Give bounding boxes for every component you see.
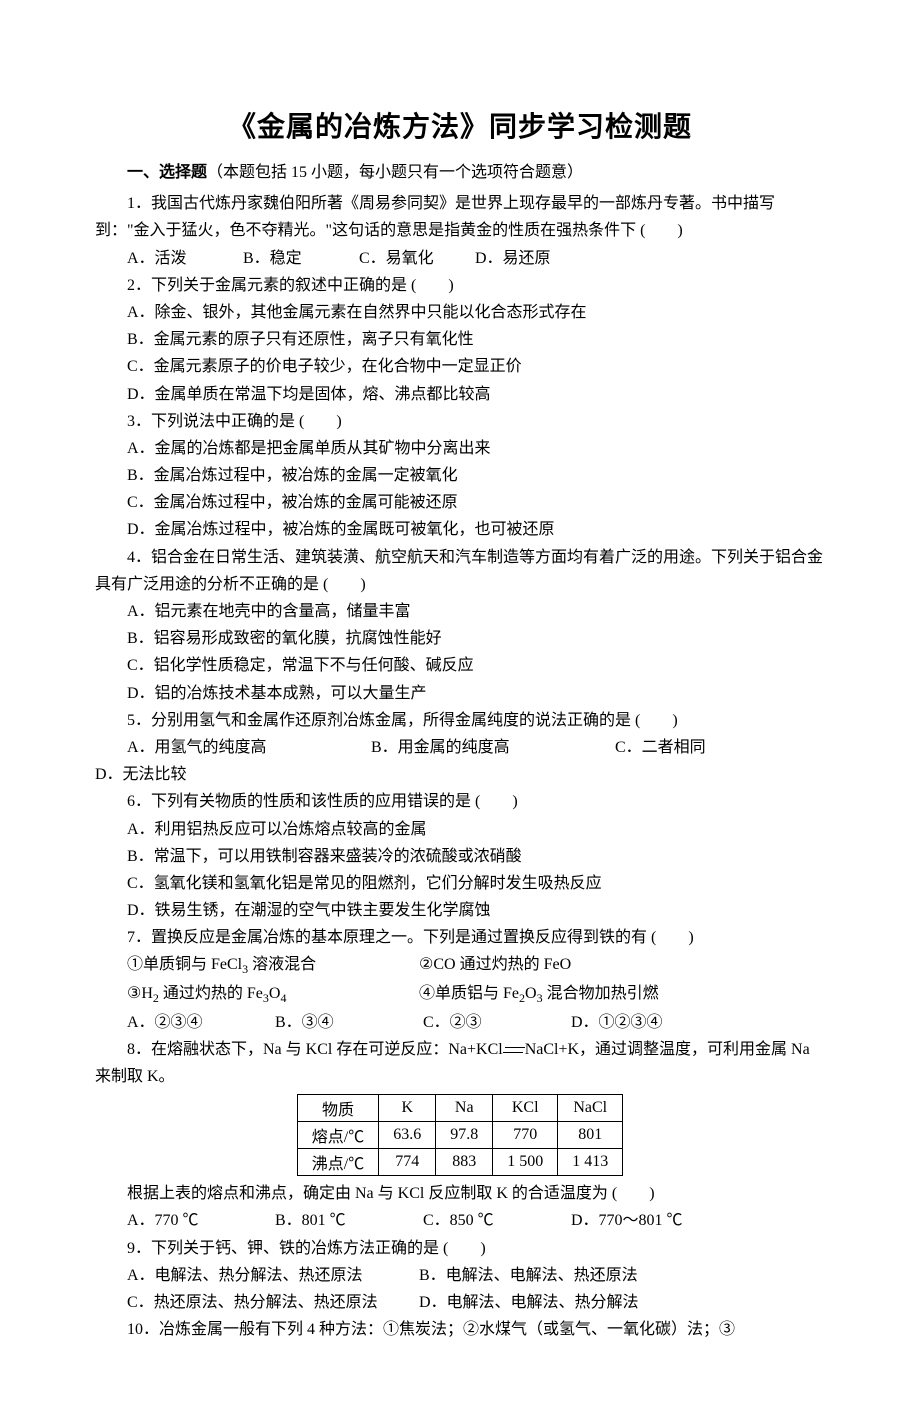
q9-options-row2: C．热还原法、热分解法、热还原法 D．电解法、电解法、热分解法 bbox=[95, 1289, 825, 1316]
q6-opt-d: D．铁易生锈，在潮湿的空气中铁主要发生化学腐蚀 bbox=[95, 897, 825, 924]
table-cell: KCl bbox=[493, 1095, 558, 1122]
q5-opt-c: C．二者相同 bbox=[615, 734, 759, 761]
q7-item-4: ④单质铝与 Fe2O3 混合物加热引燃 bbox=[419, 980, 659, 1009]
q7-item-1: ①单质铜与 FeCl3 溶液混合 bbox=[127, 951, 415, 980]
reversible-icon bbox=[505, 1045, 523, 1055]
q9-text: 9．下列关于钙、钾、铁的冶炼方法正确的是 ( ) bbox=[95, 1235, 825, 1262]
q6-text: 6．下列有关物质的性质和该性质的应用错误的是 ( ) bbox=[95, 788, 825, 815]
table-cell: Na bbox=[436, 1095, 493, 1122]
table-cell: K bbox=[379, 1095, 436, 1122]
q8-postline: 根据上表的熔点和沸点，确定由 Na 与 KCl 反应制取 K 的合适温度为 ( … bbox=[95, 1180, 825, 1207]
table-row: 沸点/℃ 774 883 1 500 1 413 bbox=[297, 1149, 622, 1176]
table-cell: 沸点/℃ bbox=[297, 1149, 378, 1176]
table-cell: 97.8 bbox=[436, 1122, 493, 1149]
q2-opt-c: C．金属元素原子的价电子较少，在化合物中一定显正价 bbox=[95, 353, 825, 380]
q3-opt-b: B．金属冶炼过程中，被冶炼的金属一定被氧化 bbox=[95, 462, 825, 489]
q3-opt-a: A．金属的冶炼都是把金属单质从其矿物中分离出来 bbox=[95, 435, 825, 462]
q1-options: A．活泼 B．稳定 C．易氧化 D．易还原 bbox=[95, 245, 825, 272]
q3-opt-c: C．金属冶炼过程中，被冶炼的金属可能被还原 bbox=[95, 489, 825, 516]
table-cell: 883 bbox=[436, 1149, 493, 1176]
q4-text: 4．铝合金在日常生活、建筑装潢、航空航天和汽车制造等方面均有着广泛的用途。下列关… bbox=[95, 544, 825, 598]
q4-opt-a: A．铝元素在地壳中的含量高，储量丰富 bbox=[95, 598, 825, 625]
table-cell: 物质 bbox=[297, 1095, 378, 1122]
page-title: 《金属的冶炼方法》同步学习检测题 bbox=[95, 105, 825, 145]
q9-opt-d: D．电解法、电解法、热分解法 bbox=[419, 1289, 639, 1316]
q7-opt-a: A．②③④ bbox=[127, 1009, 271, 1036]
q8-opt-a: A．770 ℃ bbox=[127, 1207, 271, 1234]
table-cell: 770 bbox=[493, 1122, 558, 1149]
section-1-hint: （本题包括 15 小题，每小题只有一个选项符合题意） bbox=[207, 164, 583, 181]
table-row: 熔点/℃ 63.6 97.8 770 801 bbox=[297, 1122, 622, 1149]
q6-opt-a: A．利用铝热反应可以冶炼熔点较高的金属 bbox=[95, 816, 825, 843]
q6-opt-c: C．氢氧化镁和氢氧化铝是常见的阻燃剂，它们分解时发生吸热反应 bbox=[95, 870, 825, 897]
q2-opt-a: A．除金、银外，其他金属元素在自然界中只能以化合态形式存在 bbox=[95, 299, 825, 326]
table-cell: 801 bbox=[558, 1122, 623, 1149]
q4-opt-b: B．铝容易形成致密的氧化膜，抗腐蚀性能好 bbox=[95, 625, 825, 652]
table-cell: 1 413 bbox=[558, 1149, 623, 1176]
table-cell: 774 bbox=[379, 1149, 436, 1176]
page: 《金属的冶炼方法》同步学习检测题 一、选择题（本题包括 15 小题，每小题只有一… bbox=[0, 0, 920, 1423]
q8-options: A．770 ℃ B．801 ℃ C．850 ℃ D．770～801 ℃ bbox=[95, 1207, 825, 1234]
q1-opt-a: A．活泼 bbox=[127, 245, 239, 272]
q9-opt-a: A．电解法、热分解法、热还原法 bbox=[127, 1262, 415, 1289]
q8-table: 物质 K Na KCl NaCl 熔点/℃ 63.6 97.8 770 801 … bbox=[297, 1094, 623, 1176]
q10-text: 10．冶炼金属一般有下列 4 种方法：①焦炭法；②水煤气（或氢气、一氧化碳）法；… bbox=[95, 1316, 825, 1343]
q1-text: 1．我国古代炼丹家魏伯阳所著《周易参同契》是世界上现存最早的一部炼丹专著。书中描… bbox=[95, 190, 825, 244]
q7-items-row2: ③H2 通过灼热的 Fe3O4 ④单质铝与 Fe2O3 混合物加热引燃 bbox=[95, 980, 825, 1009]
q3-text: 3．下列说法中正确的是 ( ) bbox=[95, 408, 825, 435]
q5-opt-b: B．用金属的纯度高 bbox=[371, 734, 611, 761]
table-cell: 63.6 bbox=[379, 1122, 436, 1149]
q7-options: A．②③④ B．③④ C．②③ D．①②③④ bbox=[95, 1009, 825, 1036]
q5-text: 5．分别用氢气和金属作还原剂冶炼金属，所得金属纯度的说法正确的是 ( ) bbox=[95, 707, 825, 734]
q9-opt-c: C．热还原法、热分解法、热还原法 bbox=[127, 1289, 415, 1316]
q7-opt-d: D．①②③④ bbox=[571, 1009, 715, 1036]
q7-opt-c: C．②③ bbox=[423, 1009, 567, 1036]
q9-opt-b: B．电解法、电解法、热还原法 bbox=[419, 1262, 638, 1289]
q1-opt-b: B．稳定 bbox=[243, 245, 355, 272]
q5-opt-d: D．无法比较 bbox=[95, 761, 239, 788]
q2-opt-d: D．金属单质在常温下均是固体，熔、沸点都比较高 bbox=[95, 381, 825, 408]
q1-opt-d: D．易还原 bbox=[475, 245, 587, 272]
table-row: 物质 K Na KCl NaCl bbox=[297, 1095, 622, 1122]
q6-opt-b: B．常温下，可以用铁制容器来盛装冷的浓硫酸或浓硝酸 bbox=[95, 843, 825, 870]
q1-opt-c: C．易氧化 bbox=[359, 245, 471, 272]
q8-opt-d: D．770～801 ℃ bbox=[571, 1207, 715, 1234]
table-cell: 1 500 bbox=[493, 1149, 558, 1176]
q3-opt-d: D．金属冶炼过程中，被冶炼的金属既可被氧化，也可被还原 bbox=[95, 516, 825, 543]
q4-opt-d: D．铝的冶炼技术基本成熟，可以大量生产 bbox=[95, 680, 825, 707]
q7-item-3: ③H2 通过灼热的 Fe3O4 bbox=[127, 980, 415, 1009]
q7-opt-b: B．③④ bbox=[275, 1009, 419, 1036]
q7-text: 7．置换反应是金属冶炼的基本原理之一。下列是通过置换反应得到铁的有 ( ) bbox=[95, 924, 825, 951]
table-cell: NaCl bbox=[558, 1095, 623, 1122]
q9-options-row1: A．电解法、热分解法、热还原法 B．电解法、电解法、热还原法 bbox=[95, 1262, 825, 1289]
q5-options: A．用氢气的纯度高 B．用金属的纯度高 C．二者相同 D．无法比较 bbox=[95, 734, 825, 788]
q2-opt-b: B．金属元素的原子只有还原性，离子只有氧化性 bbox=[95, 326, 825, 353]
table-cell: 熔点/℃ bbox=[297, 1122, 378, 1149]
q5-opt-a: A．用氢气的纯度高 bbox=[127, 734, 367, 761]
q8-text: 8．在熔融状态下，Na 与 KCl 存在可逆反应：Na+KClNaCl+K，通过… bbox=[95, 1036, 825, 1090]
section-1-heading: 一、选择题（本题包括 15 小题，每小题只有一个选项符合题意） bbox=[95, 159, 825, 186]
q7-items-row1: ①单质铜与 FeCl3 溶液混合 ②CO 通过灼热的 FeO bbox=[95, 951, 825, 980]
q7-item-2: ②CO 通过灼热的 FeO bbox=[419, 951, 571, 978]
section-1-label: 一、选择题 bbox=[127, 164, 207, 181]
q2-text: 2．下列关于金属元素的叙述中正确的是 ( ) bbox=[95, 272, 825, 299]
q4-opt-c: C．铝化学性质稳定，常温下不与任何酸、碱反应 bbox=[95, 652, 825, 679]
q8-opt-c: C．850 ℃ bbox=[423, 1207, 567, 1234]
q8-opt-b: B．801 ℃ bbox=[275, 1207, 419, 1234]
